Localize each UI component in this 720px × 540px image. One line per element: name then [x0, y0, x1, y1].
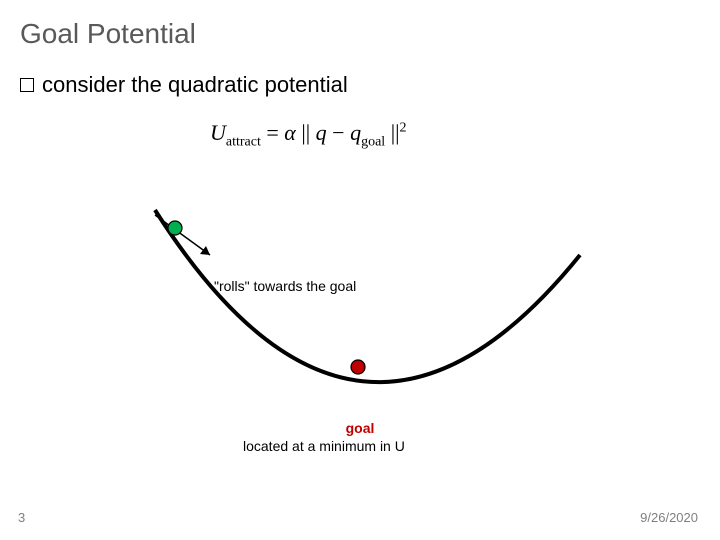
- slide: Goal Potential consider the quadratic po…: [0, 0, 720, 540]
- goal-label: goal: [340, 420, 380, 436]
- bullet-item: consider the quadratic potential: [20, 72, 348, 98]
- equals: =: [266, 120, 284, 145]
- slide-date: 9/26/2020: [640, 510, 698, 525]
- green-ball: [168, 221, 182, 235]
- minus: −: [327, 120, 350, 145]
- formula-U: U: [210, 120, 226, 145]
- goal-sub-label: located at a minimum in U: [243, 438, 405, 454]
- rolls-label: "rolls" towards the goal: [214, 278, 356, 294]
- formula: Uattract = α || q − qgoal ||2: [210, 120, 407, 150]
- potential-curve: [155, 210, 580, 382]
- norm-close: ||: [385, 120, 399, 145]
- slide-title: Goal Potential: [20, 18, 196, 50]
- formula-q: q: [316, 120, 327, 145]
- formula-alpha: α: [284, 120, 296, 145]
- red-ball: [351, 360, 365, 374]
- page-number: 3: [18, 510, 25, 525]
- norm-open: ||: [301, 120, 315, 145]
- potential-diagram: [130, 200, 590, 440]
- roll-arrow-head: [200, 246, 210, 255]
- formula-U-sub: attract: [226, 134, 261, 149]
- formula-qgoal: q: [350, 120, 361, 145]
- formula-exp: 2: [400, 121, 407, 136]
- formula-qgoal-sub: goal: [361, 134, 385, 149]
- bullet-box-icon: [20, 78, 34, 92]
- bullet-text: consider the quadratic potential: [42, 72, 348, 98]
